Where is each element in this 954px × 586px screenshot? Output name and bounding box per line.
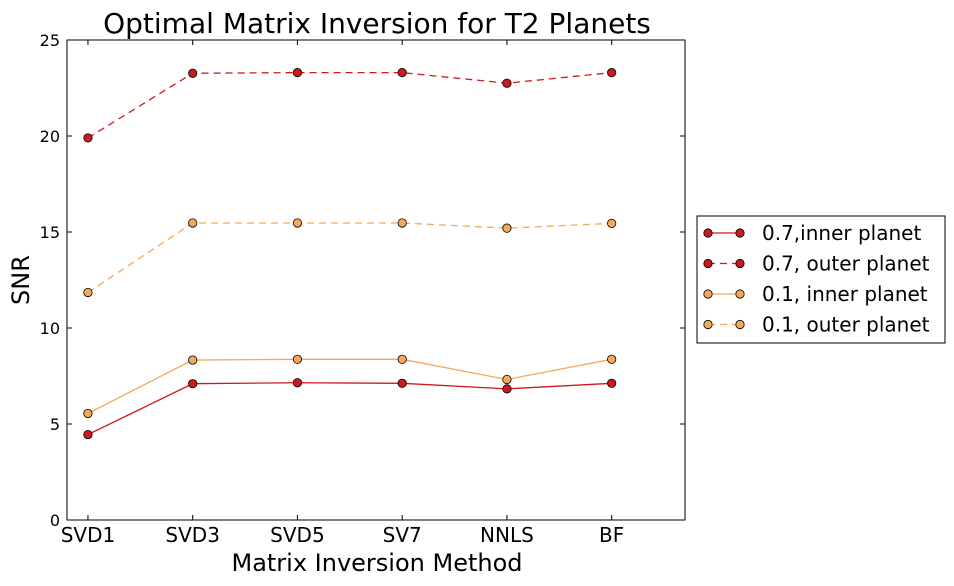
legend-marker xyxy=(703,289,713,299)
series-line xyxy=(87,358,612,415)
y-tick-label: 20 xyxy=(40,127,60,146)
legend: 0.7,inner planet 0.7, outer planet 0.1, in… xyxy=(696,215,946,344)
data-point xyxy=(83,133,93,143)
series-line xyxy=(87,382,612,436)
legend-marker xyxy=(735,319,745,330)
y-tick-label: 25 xyxy=(40,31,60,50)
series-line xyxy=(87,222,612,294)
y-tick-label: 5 xyxy=(50,415,60,434)
data-point xyxy=(397,68,407,78)
x-tick-label: SV7 xyxy=(383,523,422,547)
plot-frame xyxy=(66,39,686,521)
legend-label: 0.7,inner planet xyxy=(762,221,921,245)
data-point xyxy=(397,218,407,228)
chart-title: Optimal Matrix Inversion for T2 Planets xyxy=(103,7,651,40)
data-point xyxy=(607,68,617,78)
legend-marker xyxy=(703,228,713,238)
legend-marker xyxy=(703,258,713,269)
x-tick-label: NNLS xyxy=(480,523,534,547)
data-point xyxy=(607,378,617,388)
legend-label: 0.7, outer planet xyxy=(762,252,930,276)
series-0 xyxy=(83,378,617,440)
legend-entries: 0.7,inner planet 0.7, outer planet 0.1, in… xyxy=(703,221,930,337)
x-axis-title: Matrix Inversion Method xyxy=(231,549,522,577)
data-point xyxy=(502,223,512,233)
data-point xyxy=(292,378,303,388)
x-tick-label: SVD3 xyxy=(165,523,220,547)
legend-label: 0.1, inner planet xyxy=(762,282,928,306)
x-tick-label: SVD1 xyxy=(61,523,116,547)
legend-entry: 0.1, outer planet xyxy=(703,313,930,337)
legend-entry: 0.1, inner planet xyxy=(703,282,928,306)
series-line xyxy=(87,71,612,139)
data-point xyxy=(502,384,512,394)
legend-entry: 0.7, outer planet xyxy=(703,252,930,276)
data-point xyxy=(292,218,303,228)
series-2 xyxy=(83,354,617,419)
data-point xyxy=(292,68,303,78)
data-point xyxy=(397,378,407,388)
data-point xyxy=(502,78,512,88)
data-point xyxy=(188,218,198,228)
y-tick-label: 0 xyxy=(50,511,60,530)
data-point xyxy=(607,218,617,228)
data-point xyxy=(188,355,198,365)
legend-label: 0.1, outer planet xyxy=(762,313,930,337)
y-tick-label: 10 xyxy=(40,319,60,338)
series-1 xyxy=(83,68,617,143)
y-axis-title: SNR xyxy=(7,255,35,305)
data-point xyxy=(83,408,93,419)
legend-entry: 0.7,inner planet xyxy=(703,221,921,245)
legend-marker xyxy=(703,319,713,330)
legend-marker xyxy=(735,228,745,238)
data-point xyxy=(83,287,93,298)
data-point xyxy=(607,354,617,364)
legend-marker xyxy=(735,289,745,299)
data-point xyxy=(292,354,303,364)
x-tick-label: SVD5 xyxy=(270,523,325,547)
series-3 xyxy=(83,218,617,298)
x-tick-label: BF xyxy=(599,523,624,547)
data-point xyxy=(397,354,407,364)
data-point xyxy=(188,68,198,78)
ticks-layer: 0 5 10 15 20 25 SVD1 SVD3 SVD5 SV7 NNLS BF xyxy=(40,31,685,547)
data-point xyxy=(502,374,512,385)
y-tick-label: 15 xyxy=(40,223,60,242)
legend-marker xyxy=(735,258,745,269)
data-point xyxy=(83,429,93,440)
series-layer xyxy=(83,68,617,440)
data-point xyxy=(188,379,198,389)
